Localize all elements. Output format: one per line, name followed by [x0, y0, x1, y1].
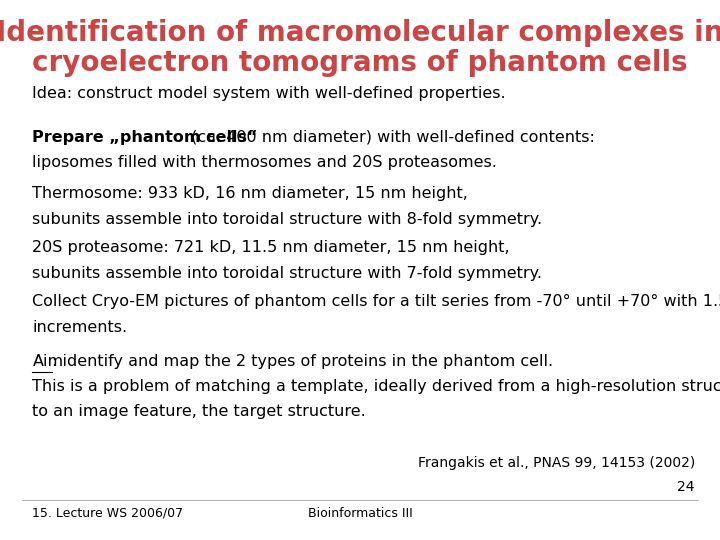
Text: 24: 24 [678, 480, 695, 494]
Text: Collect Cryo-EM pictures of phantom cells for a tilt series from -70° until +70°: Collect Cryo-EM pictures of phantom cell… [32, 294, 720, 309]
Text: Identification of macromolecular complexes in: Identification of macromolecular complex… [0, 19, 720, 47]
Text: 20S proteasome: 721 kD, 11.5 nm diameter, 15 nm height,: 20S proteasome: 721 kD, 11.5 nm diameter… [32, 240, 510, 255]
Text: Bioinformatics III: Bioinformatics III [307, 507, 413, 519]
Text: liposomes filled with thermosomes and 20S proteasomes.: liposomes filled with thermosomes and 20… [32, 155, 498, 170]
Text: to an image feature, the target structure.: to an image feature, the target structur… [32, 404, 366, 420]
Text: (ca. 400 nm diameter) with well-defined contents:: (ca. 400 nm diameter) with well-defined … [186, 130, 595, 145]
Text: Thermosome: 933 kD, 16 nm diameter, 15 nm height,: Thermosome: 933 kD, 16 nm diameter, 15 n… [32, 186, 468, 201]
Text: Aim: Aim [32, 354, 63, 369]
Text: 15. Lecture WS 2006/07: 15. Lecture WS 2006/07 [32, 507, 184, 519]
Text: Prepare „phantom cells“: Prepare „phantom cells“ [32, 130, 258, 145]
Text: increments.: increments. [32, 320, 127, 335]
Text: subunits assemble into toroidal structure with 7-fold symmetry.: subunits assemble into toroidal structur… [32, 266, 542, 281]
Text: Idea: construct model system with well-defined properties.: Idea: construct model system with well-d… [32, 86, 506, 102]
Text: cryoelectron tomograms of phantom cells: cryoelectron tomograms of phantom cells [32, 49, 688, 77]
Text: subunits assemble into toroidal structure with 8-fold symmetry.: subunits assemble into toroidal structur… [32, 212, 543, 227]
Text: This is a problem of matching a template, ideally derived from a high-resolution: This is a problem of matching a template… [32, 379, 720, 394]
Text: Frangakis et al., PNAS 99, 14153 (2002): Frangakis et al., PNAS 99, 14153 (2002) [418, 456, 695, 470]
Text: : identify and map the 2 types of proteins in the phantom cell.: : identify and map the 2 types of protei… [53, 354, 554, 369]
